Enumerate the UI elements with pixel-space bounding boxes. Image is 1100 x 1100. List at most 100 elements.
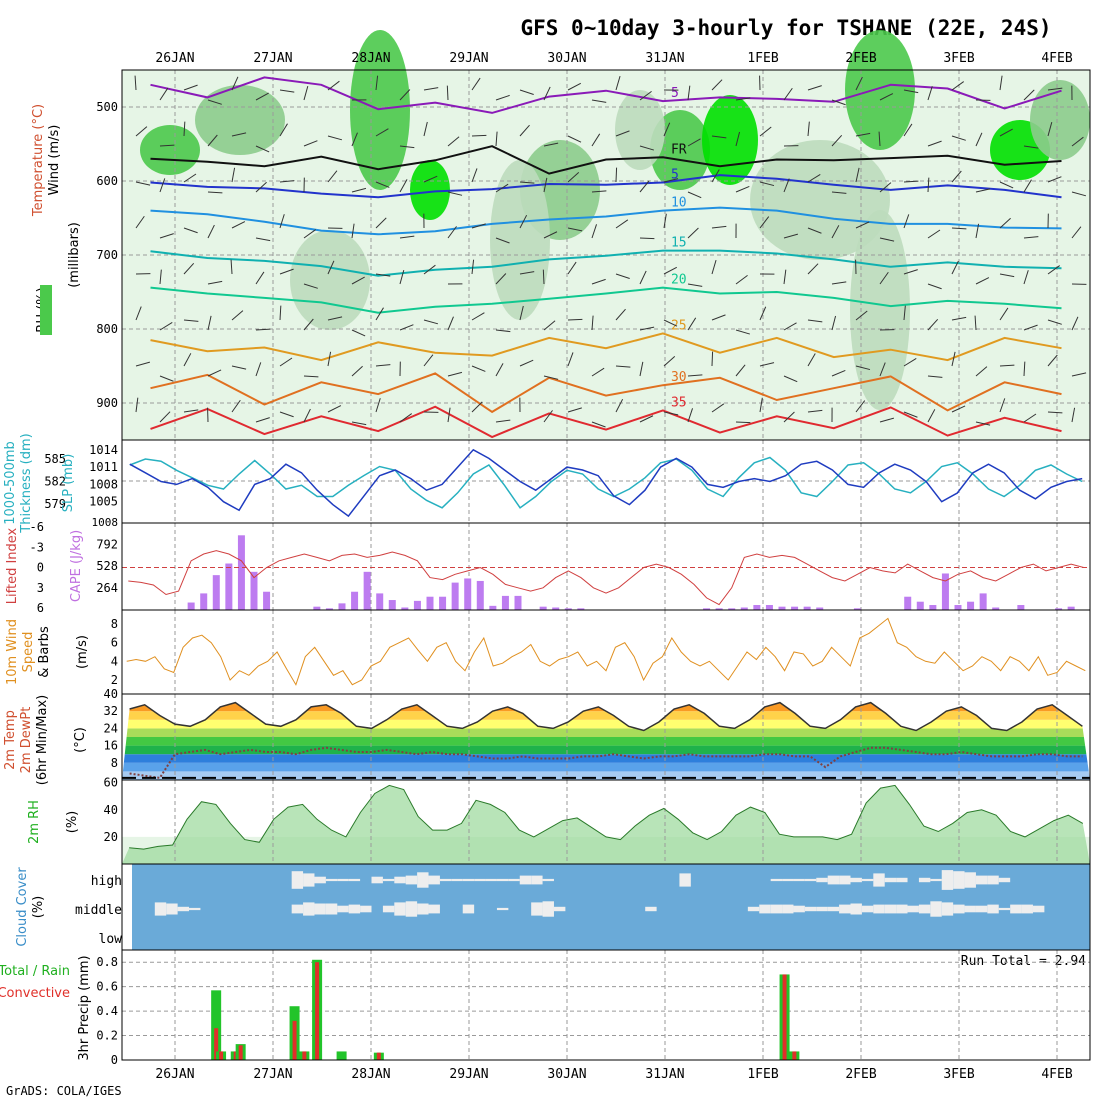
cloud-middle-bar — [782, 904, 794, 914]
wind-barb — [999, 273, 1015, 278]
cloud-high-bar — [873, 873, 885, 887]
wind-barb — [615, 219, 629, 229]
wind-barb — [999, 364, 1015, 367]
wind-barb — [519, 271, 535, 275]
wind-barb — [711, 403, 725, 413]
wind-barb — [711, 351, 714, 367]
wind-barb — [231, 132, 247, 137]
cloud-middle-bar — [428, 904, 440, 914]
axis-label: (%) — [65, 811, 80, 834]
wind-barb — [399, 179, 408, 193]
wind-barb — [495, 94, 510, 101]
cape-bar — [778, 606, 786, 610]
lifted-index-line — [128, 550, 1084, 606]
cloud-high-bar — [337, 878, 349, 882]
wind-barb — [255, 271, 265, 285]
wind-barb — [999, 75, 1003, 91]
wind-barb — [375, 364, 391, 367]
wind-barb — [255, 92, 269, 101]
cape-bar — [703, 608, 711, 610]
wind-barb — [231, 221, 246, 229]
wind-barb — [471, 134, 487, 137]
cape-bar — [237, 535, 245, 610]
cape-bar — [728, 608, 736, 610]
wind-barb — [495, 419, 511, 423]
axis-label: SLP (mb) — [61, 454, 76, 513]
cloud-high-bar — [314, 876, 326, 884]
wind-barb — [351, 99, 367, 101]
cape-bar — [564, 608, 572, 610]
wind-barb — [1023, 145, 1039, 149]
wind-barb — [927, 140, 942, 147]
wind-barb — [303, 140, 318, 147]
cape-bar — [376, 593, 384, 610]
wind-barb — [543, 375, 559, 380]
wind-barb — [1023, 361, 1026, 377]
date-label-bottom: 2FEB — [845, 1067, 876, 1082]
wind-barb — [1071, 372, 1087, 377]
wind-barb — [495, 363, 504, 377]
wind-barb — [711, 135, 727, 139]
rh-shade — [1030, 80, 1090, 160]
wind-barb — [447, 407, 451, 423]
wind-barb — [879, 271, 889, 285]
wind-barb — [447, 226, 457, 239]
date-label-top: 1FEB — [747, 51, 778, 66]
wind-barb — [903, 411, 918, 418]
wind-barb — [279, 214, 285, 229]
wind-barb — [447, 136, 460, 147]
cape-bar — [250, 571, 258, 610]
wind-barb — [663, 213, 667, 229]
cape-bar — [514, 595, 522, 610]
cloud-middle-bar — [873, 904, 885, 914]
wind-barb — [183, 353, 192, 367]
cloud-high-bar — [941, 870, 954, 890]
wind-barb — [951, 170, 962, 183]
thickness-line — [129, 456, 1083, 509]
wind-barb — [783, 233, 799, 239]
wind-barb — [879, 237, 895, 242]
date-label-bottom: 1FEB — [747, 1067, 778, 1082]
wind-barb — [567, 227, 583, 232]
wind-barb — [687, 138, 701, 147]
wind-barb — [1047, 176, 1062, 183]
wind-barb — [687, 408, 694, 423]
cloud-high-bar — [348, 878, 361, 882]
wind-barb — [375, 128, 389, 137]
cloud-high-bar — [439, 878, 452, 882]
wind-barb — [711, 314, 726, 321]
wind-barb — [135, 273, 151, 275]
cloud-middle-bar — [531, 902, 543, 916]
wind-barb — [231, 310, 244, 321]
tick-label: 800 — [96, 322, 118, 336]
wind-barb — [567, 82, 582, 91]
wind-barb — [951, 260, 959, 275]
wind-barb — [447, 316, 454, 331]
cloud-middle-bar — [964, 905, 976, 913]
wind-barb — [1071, 226, 1082, 239]
cloud-middle-bar — [405, 901, 418, 917]
wind-barb — [279, 411, 294, 418]
isotherm-label: 15 — [671, 236, 687, 251]
isotherm-line — [150, 249, 1062, 277]
wind-barb — [1023, 324, 1038, 331]
temp-band — [122, 771, 1090, 780]
wind-barb — [519, 89, 534, 96]
wind-barb — [399, 324, 414, 331]
wind-barb — [231, 76, 239, 91]
wind-barb — [375, 307, 384, 321]
wind-barb — [639, 270, 647, 285]
wind-barb — [783, 178, 790, 193]
wind-barb — [303, 177, 305, 193]
cloud-high-bar — [861, 878, 874, 882]
cape-bar — [753, 605, 761, 610]
cloud-middle-bar — [177, 906, 190, 912]
cape-bar — [439, 596, 447, 610]
wind-barb — [207, 315, 212, 331]
precip-total-bar — [211, 990, 222, 1060]
wind-barb — [999, 181, 1014, 189]
wind-barb — [399, 361, 401, 377]
wind-barb — [231, 167, 236, 183]
cape-bar — [740, 607, 748, 610]
cloud-middle-bar — [987, 904, 999, 914]
